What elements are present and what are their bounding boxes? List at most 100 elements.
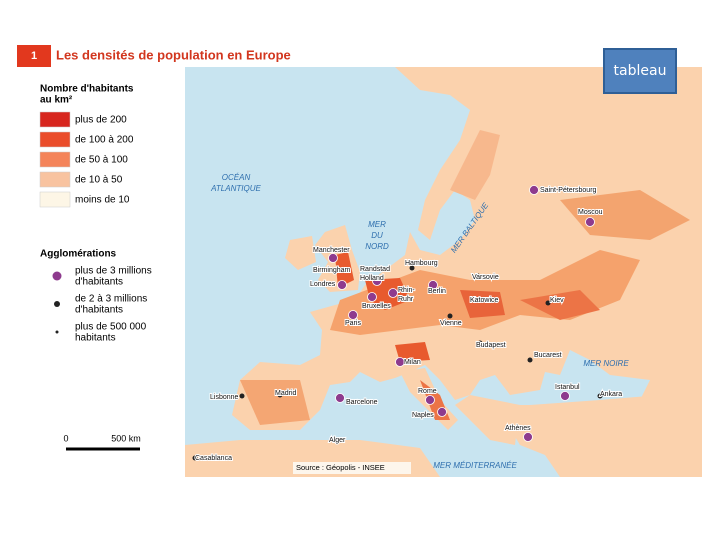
city-marker bbox=[597, 393, 603, 399]
city-marker bbox=[425, 395, 435, 405]
city-marker bbox=[585, 217, 595, 227]
legend-label: d'habitants bbox=[75, 277, 123, 288]
city-marker bbox=[328, 253, 338, 263]
legend-label: de 2 à 3 millions bbox=[75, 294, 147, 305]
legend-swatch bbox=[39, 191, 71, 208]
city-label: Rhin- bbox=[398, 287, 415, 294]
city-marker bbox=[479, 297, 485, 303]
city-marker bbox=[527, 357, 533, 363]
city-marker bbox=[367, 292, 377, 302]
city-marker bbox=[337, 280, 347, 290]
sea-name: DU bbox=[371, 231, 383, 240]
city-marker bbox=[529, 185, 539, 195]
sea-name: MER bbox=[368, 220, 386, 229]
city-label: Birmingham bbox=[313, 267, 351, 274]
legend-label: de 10 à 50 bbox=[75, 175, 123, 186]
legend-title: Agglomérations bbox=[40, 249, 117, 260]
city-label: Paris bbox=[345, 320, 361, 327]
city-marker bbox=[337, 437, 343, 443]
city-label: Barcelone bbox=[346, 399, 378, 406]
source: Source : Géopolis - INSEE bbox=[296, 463, 385, 472]
city-label: Ruhr bbox=[398, 296, 414, 303]
legend-symbol bbox=[52, 271, 62, 281]
city-label: Londres bbox=[310, 281, 336, 288]
city-marker bbox=[329, 267, 335, 273]
city-label: Lisbonne bbox=[210, 394, 239, 401]
city-marker bbox=[545, 300, 551, 306]
city-label: Holland bbox=[360, 275, 384, 282]
legend-swatch bbox=[39, 151, 71, 168]
scale-end: 500 km bbox=[111, 433, 141, 443]
city-marker bbox=[428, 280, 438, 290]
city-marker bbox=[560, 391, 570, 401]
sea-label: MER NOIRE bbox=[583, 359, 629, 368]
legend-title: au km² bbox=[40, 95, 73, 106]
city-label: Budapest bbox=[476, 342, 506, 349]
sea-name: ATLANTIQUE bbox=[210, 184, 261, 193]
city-label: Rome bbox=[418, 388, 437, 395]
city-marker bbox=[437, 407, 447, 417]
city-label: Varsovie bbox=[472, 274, 499, 281]
city-label: Athènes bbox=[505, 425, 531, 432]
city-label: Manchester bbox=[313, 247, 350, 254]
city-label: Casablanca bbox=[195, 455, 232, 462]
city-marker bbox=[348, 310, 358, 320]
city-label: Milan bbox=[404, 359, 421, 366]
legend-label: moins de 10 bbox=[75, 195, 130, 206]
sea-name: MER MÉDITERRANÉE bbox=[433, 461, 517, 470]
sea-name: OCÉAN bbox=[222, 173, 251, 182]
city-label: Istanbul bbox=[555, 384, 580, 391]
map-title: Les densités de population en Europe bbox=[56, 47, 291, 62]
legend-symbol bbox=[54, 301, 60, 307]
city-marker bbox=[409, 265, 415, 271]
sea-label: MER MÉDITERRANÉE bbox=[433, 461, 517, 470]
legend-label: plus de 3 millions bbox=[75, 266, 152, 277]
city-label: Naples bbox=[412, 412, 434, 419]
city-marker bbox=[372, 276, 382, 286]
city-label: Ankara bbox=[600, 391, 622, 398]
source-box bbox=[293, 462, 411, 474]
legend-symbol bbox=[55, 330, 59, 334]
number-box bbox=[17, 45, 51, 67]
city-label: Katowice bbox=[470, 297, 499, 304]
legend-swatch bbox=[39, 111, 71, 128]
figure-number: 1 bbox=[31, 50, 37, 62]
legend-label: de 100 à 200 bbox=[75, 135, 134, 146]
scale-start: 0 bbox=[63, 433, 68, 443]
city-marker bbox=[523, 432, 533, 442]
city-label: Alger bbox=[329, 437, 346, 444]
legend-title: Nombre d'habitants bbox=[40, 84, 134, 95]
city-label: Saint-Pétersbourg bbox=[540, 187, 597, 194]
city-label: Vienne bbox=[440, 320, 462, 327]
city-marker bbox=[239, 393, 245, 399]
cities: Saint-Pétersbourg Moscou Manchester Birming… bbox=[192, 185, 623, 463]
city-marker bbox=[395, 357, 405, 367]
legend-label: habitants bbox=[75, 333, 116, 344]
city-label: Bruxelles bbox=[362, 303, 391, 310]
sea-label: OCÉAN ATLANTIQUE bbox=[210, 173, 261, 193]
legend-swatch bbox=[39, 171, 71, 188]
city-marker bbox=[335, 393, 345, 403]
legend-label: de 50 à 100 bbox=[75, 155, 128, 166]
title-bar bbox=[17, 45, 702, 67]
legend-swatch bbox=[39, 131, 71, 148]
sea-label: MER DU NORD bbox=[365, 220, 389, 251]
city-label: Madrid bbox=[275, 390, 297, 397]
city-marker bbox=[192, 455, 198, 461]
city-label: Berlin bbox=[428, 288, 446, 295]
city-label: Bucarest bbox=[534, 352, 562, 359]
legend-label: plus de 500 000 bbox=[75, 322, 147, 333]
city-label: Randstad bbox=[360, 266, 390, 273]
legend-label: plus de 200 bbox=[75, 115, 127, 126]
city-marker bbox=[388, 288, 398, 298]
legend-label: d'habitants bbox=[75, 305, 123, 316]
tableau-button[interactable]: tableau bbox=[603, 48, 677, 94]
city-label: Moscou bbox=[578, 209, 603, 216]
sea-name: NORD bbox=[365, 242, 389, 251]
city-label: Kiev bbox=[550, 297, 564, 304]
city-label: Hambourg bbox=[405, 260, 438, 267]
city-marker bbox=[477, 340, 483, 346]
